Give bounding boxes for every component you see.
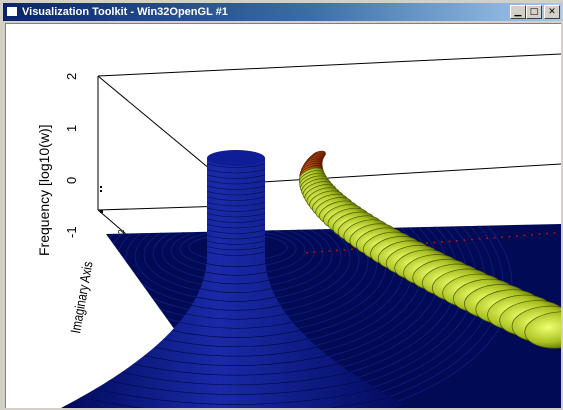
bounding-box — [97, 53, 561, 235]
cylinder-band — [206, 218, 266, 223]
grid-dot — [538, 233, 541, 235]
tick-label: 0 — [64, 177, 79, 184]
minimize-button[interactable]: ▁ — [510, 5, 526, 19]
title-bar[interactable]: Visualization Toolkit - Win32OpenGL #1 ▁… — [3, 3, 562, 21]
grid-dot — [501, 236, 503, 238]
grid-dot — [433, 241, 436, 244]
grid-dot — [478, 238, 481, 240]
cylinder-band — [203, 280, 269, 285]
small-tick-marks — [100, 186, 103, 213]
transfer-function-cylinder — [61, 150, 411, 408]
grid-dot — [486, 237, 488, 240]
cylinder-band — [206, 207, 266, 212]
cylinder-band — [163, 338, 309, 348]
cylinder-band — [206, 196, 266, 201]
scene-canvas[interactable]: Frequency [log10(w)] Imaginary Axis 2 1 … — [6, 24, 561, 408]
cylinder-band — [108, 380, 364, 395]
tick-label: 1 — [64, 125, 79, 132]
close-icon: ✕ — [548, 6, 556, 17]
cylinder-band — [206, 251, 266, 256]
grid-dot — [508, 235, 511, 238]
grid-dot — [456, 240, 458, 242]
tick-label: -1 — [64, 226, 79, 238]
cylinder-band — [206, 202, 266, 207]
grid-dot — [523, 234, 526, 237]
grid-dot — [531, 234, 533, 236]
cylinder-band — [206, 191, 266, 196]
cylinder-band — [206, 180, 266, 185]
grid-dot — [313, 251, 316, 253]
maximize-icon: □ — [529, 6, 539, 17]
cylinder-band — [206, 246, 266, 251]
cylinder-band — [171, 330, 301, 338]
imaginary-axis-label: Imaginary Axis — [68, 260, 96, 334]
minimize-icon: ▁ — [514, 6, 522, 17]
cylinder-band — [80, 397, 392, 408]
nyquist-spiral — [299, 150, 561, 349]
cylinder-band — [206, 263, 266, 268]
cylinder-band — [179, 321, 293, 329]
grid-dot — [328, 250, 331, 252]
cylinder-band — [133, 363, 339, 376]
cylinder-band — [200, 288, 272, 293]
grid-dot — [351, 248, 353, 250]
cylinder-band — [206, 213, 266, 218]
cylinder-band — [95, 388, 377, 405]
maximize-button[interactable]: □ — [526, 5, 542, 19]
grid-dot — [306, 252, 308, 254]
caption-buttons: ▁ □ ✕ — [510, 5, 560, 19]
cylinder-band — [206, 174, 266, 179]
tick-label: 2 — [64, 73, 79, 80]
cylinder-band — [121, 371, 351, 386]
cylinder-band — [206, 229, 266, 234]
cylinder-band — [206, 224, 266, 229]
grid-dot — [336, 249, 338, 252]
floor-ring — [106, 224, 513, 408]
grid-dot — [448, 240, 451, 243]
cylinder-band — [154, 346, 318, 357]
grid-dot — [321, 250, 323, 253]
grid-dot — [546, 232, 548, 235]
grid-dot — [463, 239, 466, 241]
frequency-tick-labels: 2 1 0 -1 — [64, 73, 79, 238]
cylinder-band — [185, 313, 287, 320]
cylinder-band — [196, 296, 276, 302]
app-window-icon[interactable] — [6, 6, 18, 17]
cylinder-band — [206, 240, 266, 245]
grid-dot — [493, 237, 496, 239]
frequency-axis-label: Frequency [log10(w)] — [36, 124, 52, 256]
grid-dot — [343, 249, 346, 251]
imaginary-tick-label: 2 — [117, 229, 126, 234]
grid-dot — [426, 242, 428, 244]
grid-dot — [471, 238, 473, 241]
grid-dot — [516, 235, 518, 237]
cylinder-band — [206, 185, 266, 190]
cylinder-band — [191, 305, 281, 311]
cylinder-band — [205, 271, 267, 276]
window-title: Visualization Toolkit - Win32OpenGL #1 — [22, 6, 228, 18]
cylinder-band — [206, 163, 266, 168]
grid-dot — [441, 241, 443, 243]
grid-dot — [553, 232, 556, 234]
spiral-disc — [524, 311, 561, 349]
cylinder-band — [144, 355, 328, 366]
render-viewport[interactable]: Frequency [log10(w)] Imaginary Axis 2 1 … — [5, 23, 561, 408]
close-button[interactable]: ✕ — [544, 5, 560, 19]
cylinder-band — [206, 235, 266, 240]
cylinder-band — [206, 169, 266, 174]
